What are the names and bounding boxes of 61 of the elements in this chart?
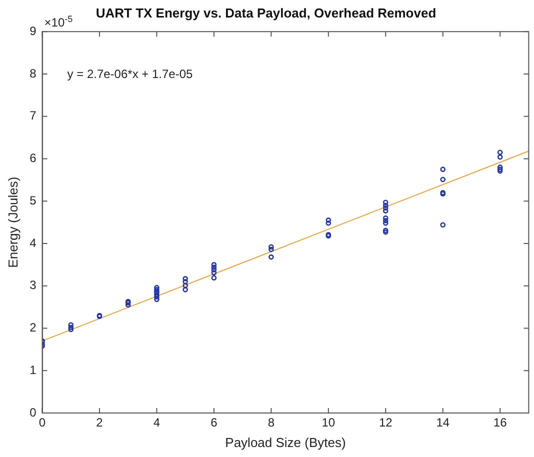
y-tick-label: 5	[30, 193, 37, 208]
x-tick-label: 2	[96, 416, 104, 430]
y-tick-label: 9	[30, 24, 37, 38]
point	[68, 324, 74, 330]
point	[326, 218, 332, 223]
point	[382, 202, 388, 208]
x-tick-label: 12	[378, 416, 393, 430]
y-tick-label: 4	[30, 236, 37, 250]
point	[211, 262, 217, 268]
point	[68, 322, 74, 328]
point	[125, 302, 131, 308]
annotation: y = 2.7e-06*x + 1.7e-05	[67, 66, 194, 81]
y-tick-label: 3	[30, 278, 37, 292]
y-tick-label: 1	[30, 362, 37, 377]
point	[382, 215, 388, 221]
x-tick-label: 4	[153, 416, 160, 430]
point	[382, 205, 388, 211]
point	[154, 284, 160, 290]
point	[440, 176, 446, 182]
point	[440, 222, 446, 228]
point	[182, 282, 188, 288]
point	[382, 218, 388, 224]
point	[268, 246, 274, 252]
point	[268, 244, 274, 250]
point	[182, 276, 188, 282]
point	[211, 275, 217, 280]
y-axis-title: Energy (Joules)	[5, 176, 20, 268]
point	[326, 220, 332, 226]
point	[154, 294, 160, 300]
y-tick-label: 2	[30, 320, 37, 335]
point	[497, 154, 503, 160]
x-tick-label: 10	[322, 416, 336, 430]
x-axis-title: Payload Size (Bytes)	[225, 434, 346, 450]
y-tick-label: 6	[30, 151, 37, 166]
y-tick-label: 8	[30, 66, 37, 80]
point	[382, 208, 388, 214]
chart-title: UART TX Energy vs. Data Payload, Overhead Removed	[96, 5, 436, 20]
x-tick-label: 16	[493, 416, 508, 430]
point	[497, 164, 503, 170]
point	[154, 296, 160, 302]
point	[382, 228, 388, 233]
y-tick-label: 0	[30, 405, 37, 420]
point	[497, 168, 503, 174]
x-tick-label: 0	[38, 416, 46, 430]
point	[382, 229, 388, 235]
point	[182, 287, 188, 292]
point	[211, 264, 217, 270]
point	[68, 326, 74, 332]
point	[211, 267, 217, 272]
x-tick-label: 6	[210, 416, 218, 430]
point	[182, 278, 188, 284]
point	[211, 270, 217, 276]
point	[497, 166, 503, 172]
y-tick-label: 7	[30, 108, 37, 123]
point	[497, 150, 503, 156]
x-tick-label: 8	[268, 416, 275, 430]
x-tick-label: 14	[436, 416, 450, 430]
point	[382, 220, 388, 226]
point	[440, 166, 446, 172]
point	[382, 200, 388, 206]
point	[268, 254, 274, 260]
